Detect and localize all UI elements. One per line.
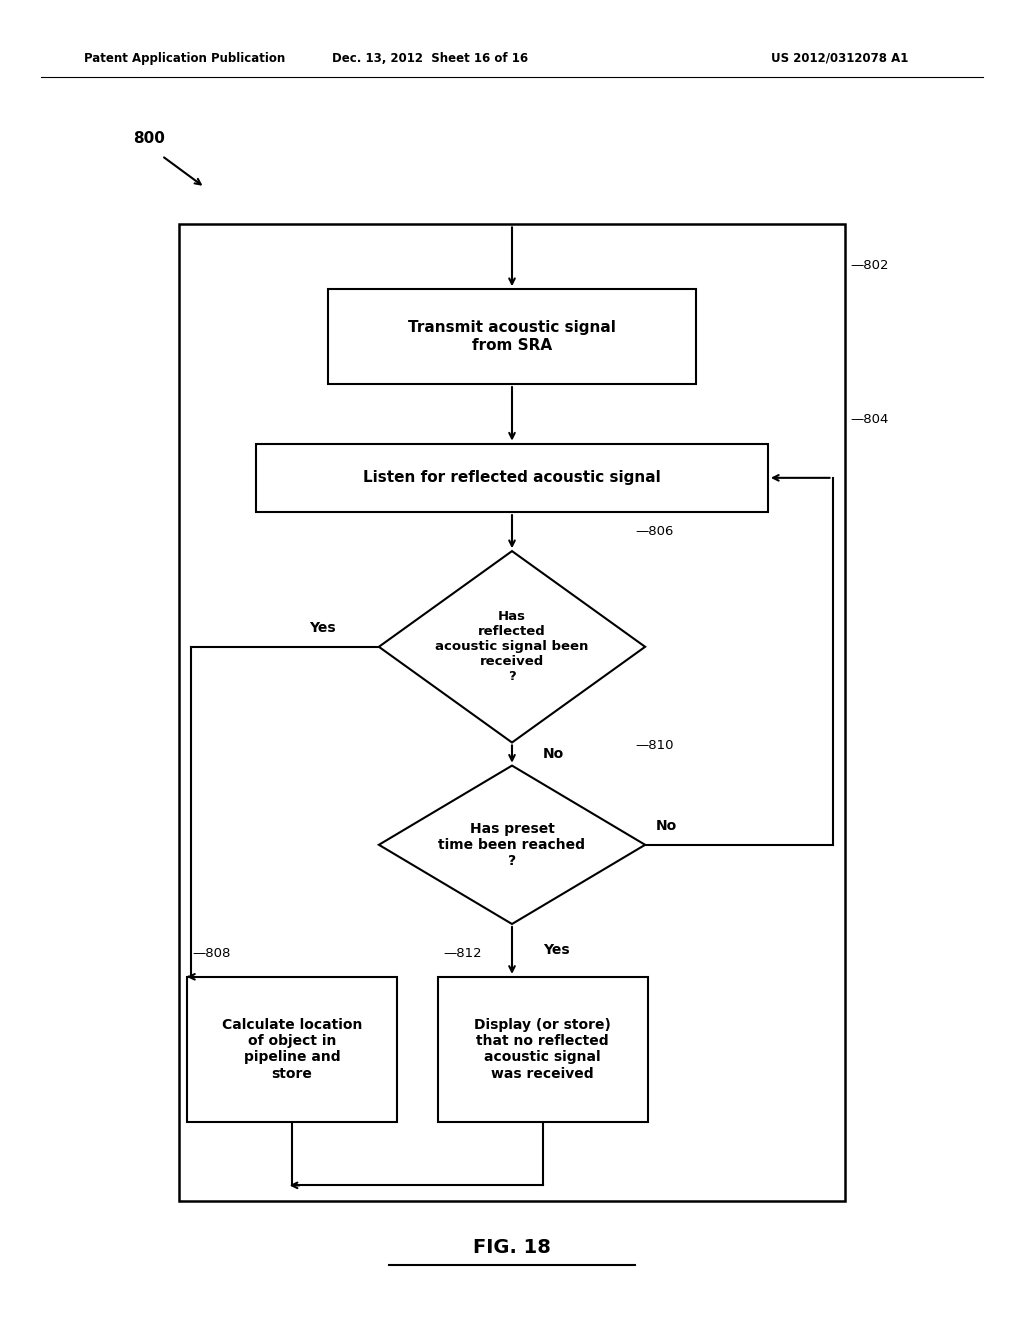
Polygon shape [379, 766, 645, 924]
Text: —810: —810 [635, 739, 674, 752]
Text: —812: —812 [443, 946, 481, 960]
Text: Has preset
time been reached
?: Has preset time been reached ? [438, 821, 586, 869]
Text: Dec. 13, 2012  Sheet 16 of 16: Dec. 13, 2012 Sheet 16 of 16 [332, 51, 528, 65]
Text: Patent Application Publication: Patent Application Publication [84, 51, 286, 65]
FancyBboxPatch shape [438, 977, 648, 1122]
Text: Calculate location
of object in
pipeline and
store: Calculate location of object in pipeline… [221, 1018, 362, 1081]
FancyBboxPatch shape [328, 289, 696, 384]
Text: —806: —806 [635, 525, 673, 539]
Text: Yes: Yes [309, 622, 336, 635]
Text: Transmit acoustic signal
from SRA: Transmit acoustic signal from SRA [408, 321, 616, 352]
Text: FIG. 18: FIG. 18 [473, 1238, 551, 1257]
FancyBboxPatch shape [186, 977, 396, 1122]
Text: No: No [543, 747, 564, 762]
Text: 800: 800 [133, 131, 165, 147]
Polygon shape [379, 552, 645, 742]
Text: Has
reflected
acoustic signal been
received
?: Has reflected acoustic signal been recei… [435, 610, 589, 684]
Text: Listen for reflected acoustic signal: Listen for reflected acoustic signal [364, 470, 660, 486]
Text: No: No [655, 820, 677, 833]
Text: US 2012/0312078 A1: US 2012/0312078 A1 [771, 51, 908, 65]
Text: Yes: Yes [543, 944, 569, 957]
Text: —808: —808 [193, 946, 230, 960]
FancyBboxPatch shape [179, 224, 845, 1201]
Text: Display (or store)
that no reflected
acoustic signal
was received: Display (or store) that no reflected aco… [474, 1018, 611, 1081]
FancyBboxPatch shape [256, 444, 768, 512]
Text: —802: —802 [850, 259, 889, 272]
Text: —804: —804 [850, 413, 888, 426]
